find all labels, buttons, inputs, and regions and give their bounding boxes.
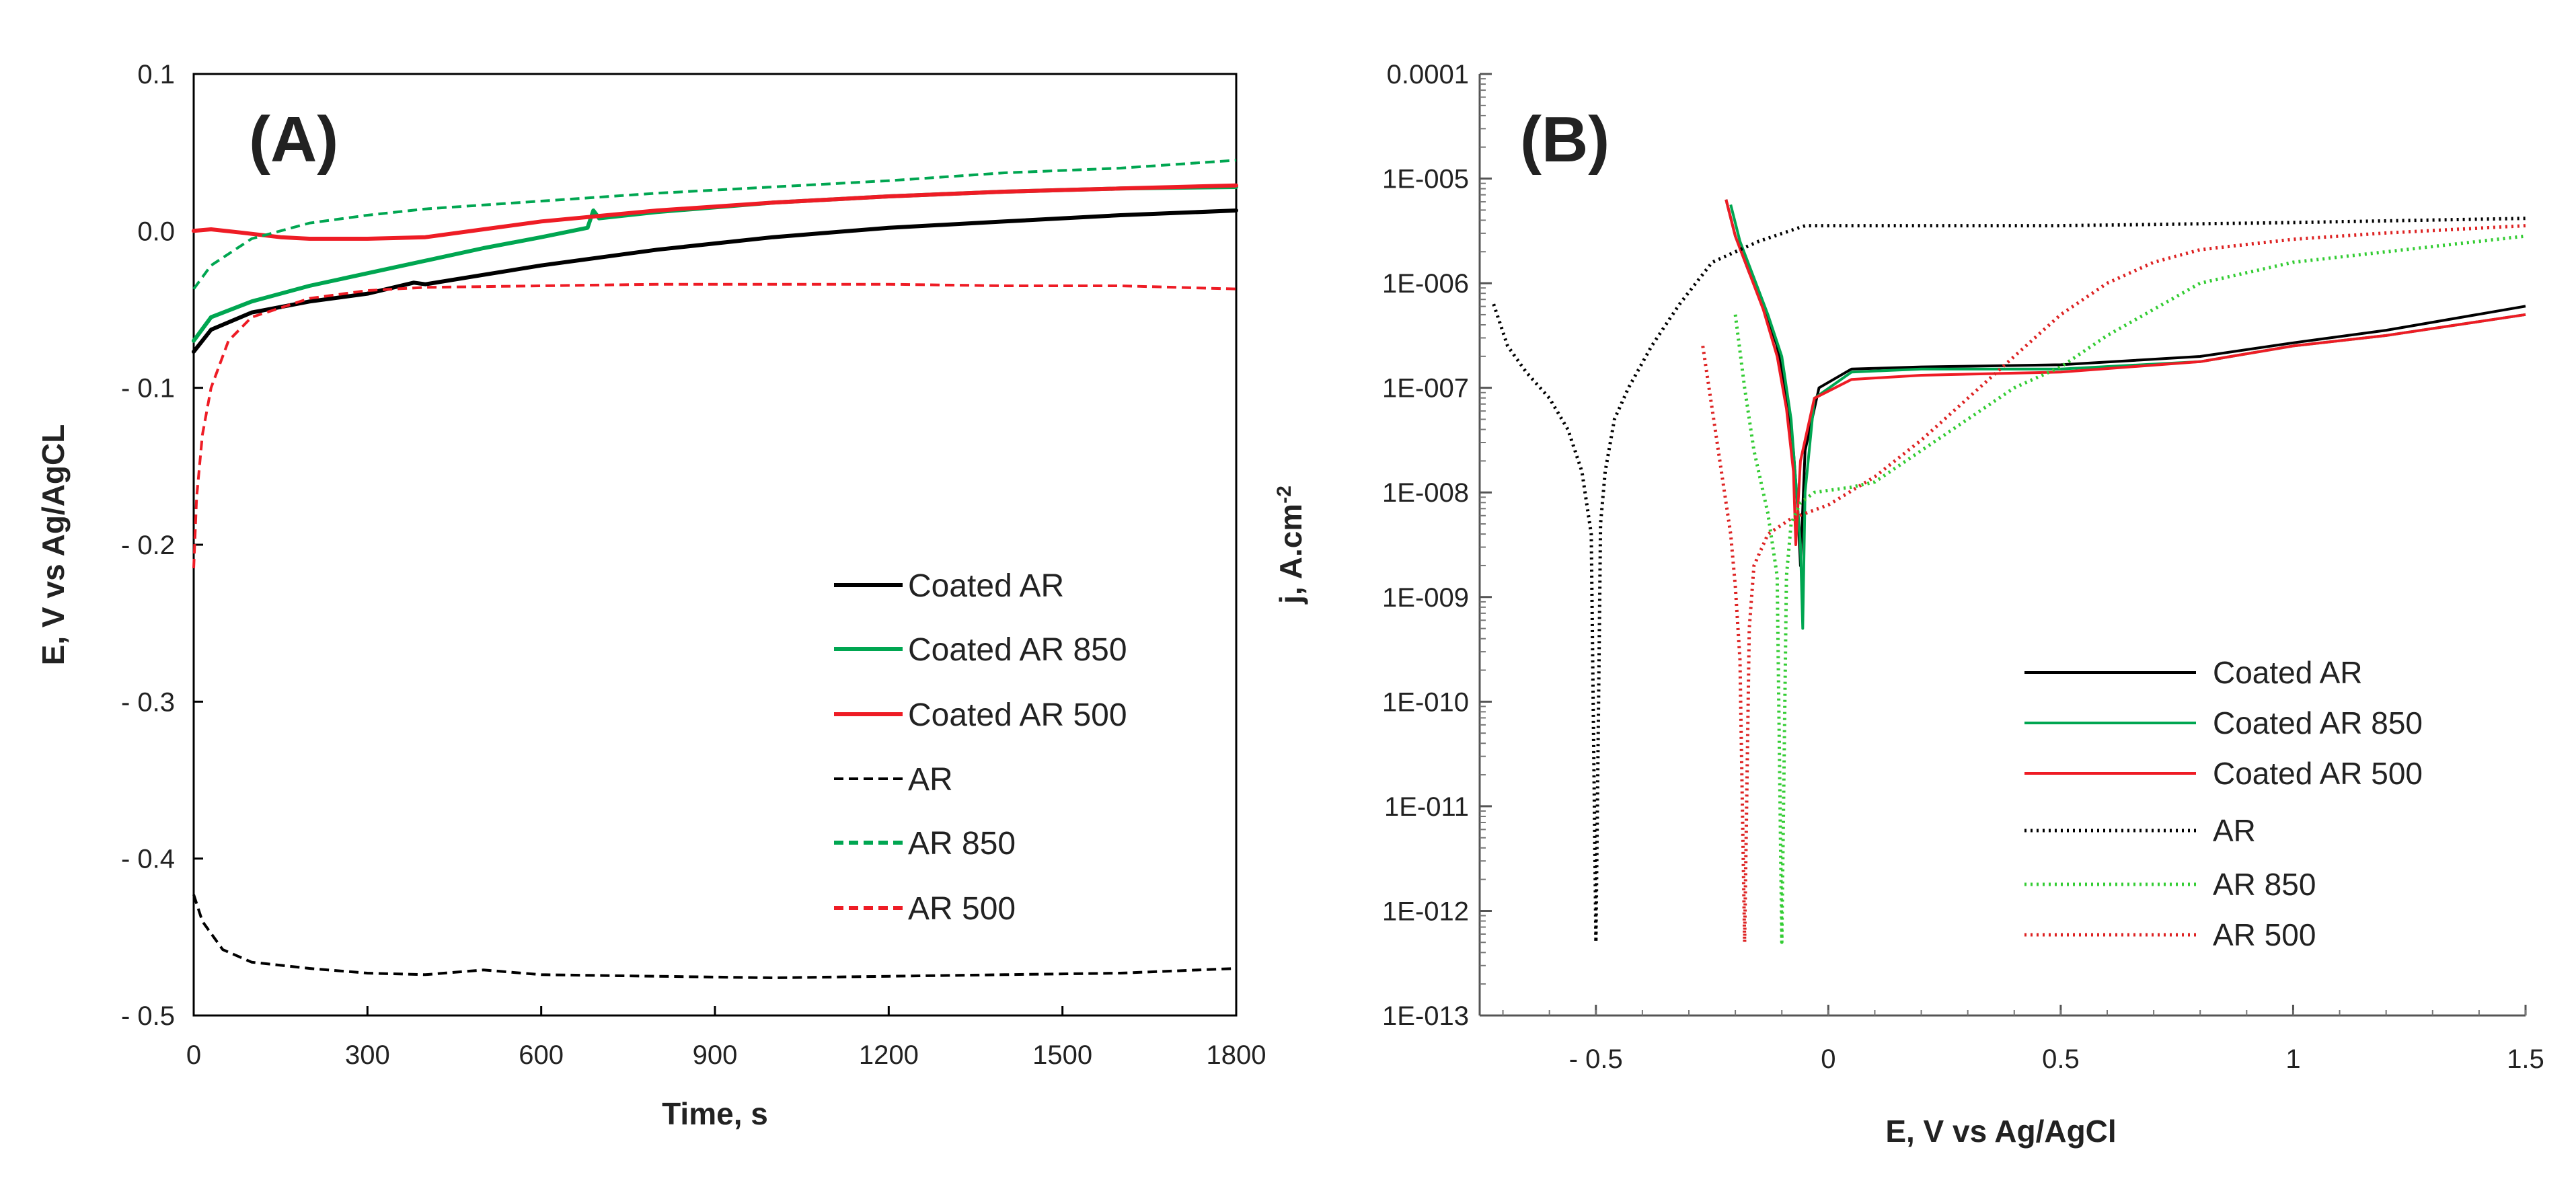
legend-b-item-coated-ar-850: Coated AR 850: [2024, 705, 2423, 740]
legend-b-item-ar-850: AR 850: [2024, 867, 2316, 902]
legend-a-item-ar-850: AR 850: [834, 826, 1016, 861]
chart-a-y-tick-label: - 0.1: [121, 374, 175, 404]
chart-b-y-tick-label: 1E-005: [1382, 165, 1469, 194]
legend-a-label-coated-ar: Coated AR: [908, 568, 1064, 604]
chart-a-tick-labels: 0 300 600 900 1200 1500 1800 0.1 0.0 - 0.1 - 0.2 - …: [121, 60, 1266, 1070]
chart-b-plot-area: [1480, 74, 2526, 1015]
legend-a-item-ar: AR: [834, 762, 953, 798]
chart-a-x-tick-label: 900: [693, 1040, 738, 1070]
chart-a-x-tick-label: 1500: [1032, 1040, 1092, 1070]
chart-b-series-coated-ar-500: [1725, 199, 2526, 546]
chart-a-x-tick-label: 1800: [1207, 1040, 1266, 1070]
chart-b-tick-labels: - 0.5 0 0.5 1 1.5 0.0001 1E-005 1E-006 1E-007 1E-…: [1382, 60, 2544, 1074]
legend-a-label-ar-850: AR 850: [908, 826, 1016, 861]
chart-b: - 0.5 0 0.5 1 1.5 0.0001 1E-005 1E-006 1E-007 1E-…: [1273, 60, 2544, 1149]
chart-a-y-tick-label: - 0.3: [121, 687, 175, 717]
legend-b-label-coated-ar: Coated AR: [2213, 655, 2362, 690]
legend-b-item-ar-500: AR 500: [2024, 917, 2316, 952]
chart-b-x-tick-label: 0.5: [2042, 1044, 2080, 1074]
chart-b-series-ar-500-dotted: [1701, 224, 2526, 944]
legend-b-item-coated-ar-500: Coated AR 500: [2024, 756, 2423, 791]
chart-b-y-axis-label-exponent: -2: [1273, 486, 1295, 504]
chart-a-series-coated-ar-500: [192, 183, 1238, 241]
chart-a-x-tick-label: 1200: [859, 1040, 919, 1070]
chart-a-y-tick-label: - 0.5: [121, 1001, 175, 1031]
chart-b-y-tick-label: 1E-012: [1382, 896, 1469, 926]
chart-b-y-tick-label: 1E-009: [1382, 583, 1469, 613]
chart-a-x-axis-label: Time, s: [662, 1096, 768, 1131]
legend-a-item-coated-ar-850: Coated AR 850: [834, 632, 1127, 668]
legend-a-label-ar: AR: [908, 762, 953, 798]
chart-a-series-coated-ar: [192, 208, 1238, 354]
chart-a-y-tick-label: - 0.2: [121, 531, 175, 560]
chart-a: 0 300 600 900 1200 1500 1800 0.1 0.0 - 0.1 - 0.2 - …: [36, 60, 1266, 1131]
legend-a-label-coated-ar-850: Coated AR 850: [908, 632, 1127, 668]
chart-b-x-tick-label: 0: [1821, 1044, 1835, 1074]
legend-a-label-coated-ar-500: Coated AR 500: [908, 697, 1127, 733]
chart-b-ticks: [1480, 73, 2527, 1017]
legend-b-label-coated-ar-850: Coated AR 850: [2213, 705, 2423, 740]
legend-b-item-coated-ar: Coated AR: [2024, 655, 2362, 690]
legend-a-item-coated-ar: Coated AR: [834, 568, 1064, 604]
chart-a-y-tick-label: 0.0: [137, 217, 175, 246]
legend-b-label-ar-850: AR 850: [2213, 867, 2316, 902]
chart-a-x-tick-label: 300: [345, 1040, 390, 1070]
chart-b-x-axis-label: E, V vs Ag/AgCl: [1885, 1114, 2116, 1149]
chart-b-legend: Coated AR Coated AR 850 Coated AR 500 AR…: [2024, 655, 2423, 952]
legend-a-item-coated-ar-500: Coated AR 500: [834, 697, 1127, 733]
legend-a-label-ar-500: AR 500: [908, 891, 1016, 927]
chart-a-series-ar-dashed: [192, 894, 1237, 979]
chart-b-x-tick-label: 1: [2285, 1044, 2300, 1074]
chart-a-panel-label: (A): [249, 104, 338, 176]
chart-b-y-tick-label: 1E-008: [1382, 478, 1469, 508]
chart-b-x-tick-label: - 0.5: [1569, 1044, 1623, 1074]
chart-b-y-axis-label-main: j, A.cm: [1273, 504, 1308, 605]
chart-b-y-tick-label: 1E-010: [1382, 687, 1469, 717]
chart-b-x-tick-label: 1.5: [2507, 1044, 2544, 1074]
chart-a-series-ar-850-dashed: [192, 159, 1237, 290]
chart-a-x-tick-label: 0: [186, 1040, 201, 1070]
chart-b-y-axis-label: j, A.cm-2: [1273, 486, 1308, 605]
chart-a-series-ar-500-dashed: [192, 282, 1237, 569]
chart-b-y-tick-label: 1E-011: [1384, 792, 1469, 822]
legend-b-item-ar: AR: [2024, 813, 2256, 848]
chart-a-y-tick-label: 0.1: [137, 60, 175, 89]
chart-a-y-tick-label: - 0.4: [121, 845, 175, 874]
chart-b-series-ar-850-dotted: [1733, 234, 2526, 944]
legend-b-label-coated-ar-500: Coated AR 500: [2213, 756, 2423, 791]
chart-a-y-axis-label: E, V vs Ag/AgCL: [36, 424, 71, 666]
chart-a-plot-area: [192, 73, 1238, 1017]
chart-a-series: [192, 159, 1238, 979]
legend-b-label-ar: AR: [2213, 813, 2256, 848]
chart-b-series: [1492, 199, 2526, 944]
chart-a-x-tick-label: 600: [519, 1040, 564, 1070]
chart-b-panel-label: (B): [1520, 104, 1609, 176]
chart-b-y-tick-label: 1E-006: [1382, 269, 1469, 299]
chart-b-y-tick-label: 0.0001: [1387, 60, 1469, 89]
legend-a-item-ar-500: AR 500: [834, 891, 1016, 927]
chart-b-series-ar-dotted: [1492, 217, 2526, 944]
legend-b-label-ar-500: AR 500: [2213, 917, 2316, 952]
chart-b-y-tick-label: 1E-007: [1382, 374, 1469, 404]
chart-b-y-tick-label: 1E-013: [1382, 1001, 1469, 1031]
chart-a-legend: Coated AR Coated AR 850 Coated AR 500 AR…: [834, 568, 1127, 927]
